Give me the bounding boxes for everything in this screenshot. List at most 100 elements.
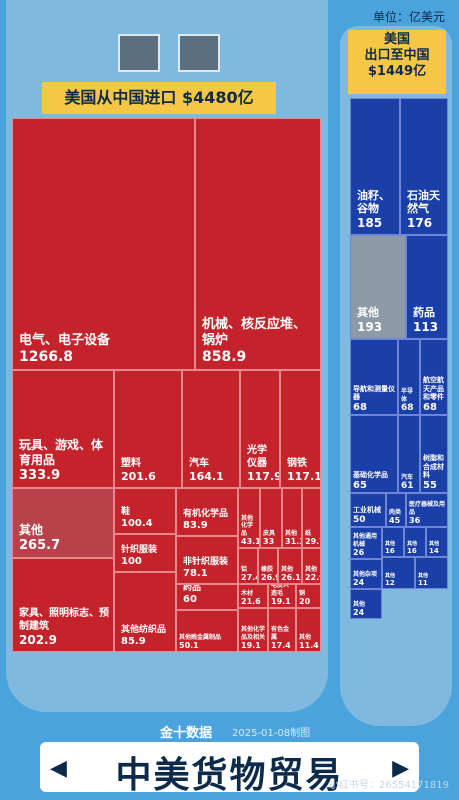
- treemap-tile: 玩具、游戏、体育用品 333.9: [12, 370, 114, 488]
- tile-label: 铜: [299, 589, 306, 597]
- tile-value: 176: [407, 216, 433, 230]
- treemap-tile: 其他 12: [382, 557, 415, 589]
- tile-value: 20: [299, 597, 311, 606]
- tile-label: 其他: [357, 306, 379, 320]
- tile-value: 265.7: [19, 538, 61, 553]
- treemap-tile: 皮具 33: [260, 488, 282, 548]
- ship-window: [178, 34, 220, 72]
- tile-label: 其他: [285, 529, 298, 537]
- treemap-tile: 其他 26.1: [278, 548, 302, 584]
- left-arrow-icon: ◀: [50, 756, 67, 781]
- tile-value: 68: [423, 402, 437, 413]
- treemap-tile: 有色金属 17.4: [268, 608, 296, 652]
- treemap-tile: 钢铁 117.1: [280, 370, 321, 488]
- tile-label: 导航和测量仪器: [353, 384, 395, 402]
- tile-value: 29.7: [305, 537, 320, 546]
- tile-label: 药品: [183, 584, 202, 593]
- tile-label: 汽车: [189, 457, 209, 469]
- tile-label: 塑料: [121, 457, 141, 469]
- tile-label: 医疗器械及用品: [409, 501, 446, 516]
- export-banner-line: $1449亿: [367, 64, 427, 79]
- treemap-tile: 机械、核反应堆、锅炉 858.9: [195, 118, 321, 370]
- tile-label: 其他: [353, 600, 366, 608]
- treemap-tile: 电气、电子设备 1266.8: [12, 118, 195, 370]
- tile-value: 68: [353, 402, 367, 413]
- treemap-tile: 半导体 68: [398, 339, 420, 415]
- tile-label: 其他通用机械: [353, 533, 378, 548]
- treemap-tile: 其他 14: [426, 527, 448, 557]
- treemap-tile: 航空航天产品和零件 68: [420, 339, 448, 415]
- tile-value: 16: [385, 547, 395, 555]
- treemap-tile: 工业机械 50: [350, 493, 386, 527]
- treemap-tile: 其他通用机械 26: [350, 527, 382, 559]
- treemap-tile: 毛皮人造毛 19.1: [268, 584, 296, 608]
- chart-title: 中美货物贸易: [115, 755, 344, 796]
- tile-label: 电气、电子设备: [19, 332, 111, 348]
- tile-value: 24: [353, 578, 365, 587]
- tile-value: 60: [183, 594, 197, 605]
- tile-value: 26: [353, 548, 365, 557]
- tile-label: 其他: [281, 565, 294, 573]
- tile-value: 113: [413, 320, 439, 334]
- treemap-tile: 铜 20: [296, 584, 321, 608]
- tile-value: 33: [263, 537, 275, 546]
- tile-value: 100: [121, 556, 142, 567]
- tile-label: 其他: [418, 572, 429, 579]
- tile-label: 工业机械: [353, 506, 381, 515]
- tile-value: 16: [407, 547, 417, 555]
- treemap-tile: 光学仪器 117.9: [240, 370, 280, 488]
- tile-label: 非针织服装: [183, 556, 229, 567]
- tile-label: 针织服装: [121, 544, 158, 555]
- treemap-tile: 基础化学品 65: [350, 415, 398, 493]
- tile-label: 肉类: [389, 508, 402, 516]
- treemap-tile: 其他杂项 24: [350, 559, 382, 589]
- tile-label: 鞋: [121, 506, 131, 517]
- tile-value: 27.4: [241, 573, 257, 582]
- tile-value: 26.9: [261, 573, 277, 582]
- tile-label: 家具、照明标志、预制建筑: [19, 608, 109, 632]
- treemap-tile: 其他 16: [382, 527, 404, 557]
- brand-logo: 金十数据: [160, 726, 213, 741]
- treemap-tile: 其他 11: [415, 557, 448, 589]
- tile-value: 201.6: [121, 470, 156, 483]
- tile-label: 木材: [241, 589, 254, 597]
- tile-label: 树脂和合成材料: [423, 453, 444, 480]
- tile-value: 11: [418, 579, 428, 587]
- tile-label: 其他: [19, 523, 44, 537]
- tile-label: 玩具、游戏、体育用品: [19, 438, 104, 467]
- treemap-tile: 塑料 201.6: [114, 370, 182, 488]
- treemap-tile: 铝27.4: [238, 548, 258, 584]
- tile-label: 纸: [305, 529, 312, 537]
- tile-value: 164.1: [189, 470, 224, 483]
- tile-label: 其他纺织品: [121, 624, 167, 635]
- tile-value: 26.1: [281, 573, 301, 582]
- tile-value: 117.1: [287, 470, 321, 483]
- tile-label: 毛皮人造毛: [271, 584, 290, 597]
- tile-label: 光学仪器: [247, 445, 267, 469]
- tile-label: 药品: [413, 306, 435, 320]
- treemap-tile: 医疗器械及用品 36: [406, 493, 448, 527]
- treemap-tile: 其他 265.7: [12, 488, 114, 558]
- chart-date: 2025-01-08制图: [232, 728, 311, 739]
- treemap-tile: 其他贱金属制品 50.1: [176, 610, 238, 652]
- tile-label: 其他: [407, 540, 418, 547]
- tile-label: 其他: [385, 540, 396, 547]
- treemap-tile: 其他化学品 43.1: [238, 488, 260, 548]
- tile-label: 其他: [385, 572, 396, 579]
- tile-label: 铝: [241, 565, 248, 573]
- treemap-tile: 汽车 164.1: [182, 370, 240, 488]
- tile-value: 12: [385, 579, 395, 587]
- tile-label: 其他: [299, 633, 312, 641]
- treemap-tile: 汽车 61: [398, 415, 420, 493]
- export-banner: 美国 出口至中国 $1449亿: [348, 30, 446, 94]
- treemap-tile: 其他化学品及相关 19.1: [238, 608, 268, 652]
- tile-value: 19.1: [271, 597, 291, 606]
- tile-label: 航空航天产品和零件: [423, 375, 444, 402]
- treemap-tile: 导航和测量仪器 68: [350, 339, 398, 415]
- tile-value: 100.4: [121, 518, 153, 529]
- treemap-tile: 其他 193: [350, 235, 406, 339]
- treemap-tile: 石油天然气 176: [400, 98, 448, 235]
- treemap-tile: 非针织服装 78.1: [176, 536, 238, 584]
- tile-value: 193: [357, 320, 383, 334]
